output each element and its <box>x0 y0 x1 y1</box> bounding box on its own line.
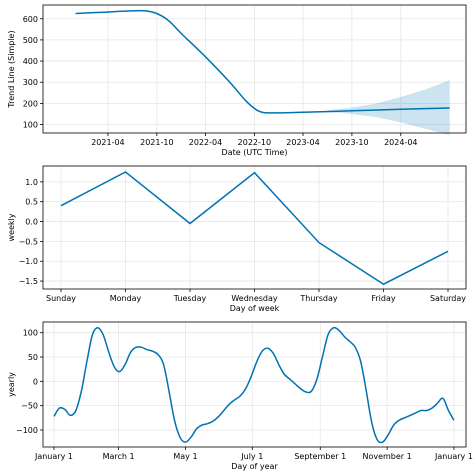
y-tick-label: 0.5 <box>25 198 38 207</box>
y-tick-label: 50 <box>28 353 38 362</box>
x-tick-label: 2022-10 <box>238 138 271 147</box>
yearly-series-line <box>53 326 455 444</box>
panel-yearly: January 1 March 1 May 1 July 1 September 1 No… <box>7 321 473 471</box>
y-axis-title: weekly <box>7 213 16 241</box>
x-tick-label: 2021-10 <box>140 138 173 147</box>
y-tick-label: 0.0 <box>25 218 38 227</box>
x-tick-label: 2023-04 <box>286 138 319 147</box>
y-tick-label: 1.0 <box>25 178 38 187</box>
x-tick-label: Wednesday <box>231 294 278 303</box>
x-axis-title: Date (UTC Time) <box>222 148 288 157</box>
y-tick-label: −0.5 <box>19 237 38 246</box>
weekly-series-line <box>60 171 449 286</box>
y-tick-label: 600 <box>23 15 38 24</box>
x-tick-label: 2023-10 <box>335 138 368 147</box>
x-tick-label: 2022-04 <box>189 138 222 147</box>
x-tick-label: Monday <box>110 294 142 303</box>
trend-series-line <box>75 9 450 114</box>
x-tick-label: Saturday <box>430 294 466 303</box>
x-tick-label: November 1 <box>362 452 411 461</box>
x-tick-label: January 1 <box>34 452 73 461</box>
x-axis-title: Day of week <box>230 304 280 313</box>
panel-trend: 2021-04 2021-10 2022-04 2022-10 2023-04 2023-… <box>7 4 467 157</box>
x-tick-label: September 1 <box>294 452 346 461</box>
x-tick-label: 2021-04 <box>91 138 124 147</box>
x-tick-label: May 1 <box>173 452 197 461</box>
x-tick-label: Thursday <box>299 294 337 303</box>
panel-weekly: Sunday Monday Tuesday Wednesday Thursday Frid… <box>7 165 467 313</box>
x-tick-label: March 1 <box>103 452 135 461</box>
x-axis-title: Day of year <box>231 462 278 471</box>
x-tick-label: Tuesday <box>173 294 207 303</box>
y-tick-label: −100 <box>16 426 38 435</box>
y-axis-title: Trend Line (Simple) <box>7 30 16 108</box>
y-tick-label: 100 <box>23 121 38 130</box>
x-tick-label: Friday <box>371 294 396 303</box>
y-tick-label: 200 <box>23 99 38 108</box>
y-axis-title: yearly <box>7 372 16 397</box>
y-tick-label: −1.5 <box>19 277 38 286</box>
x-tick-label: January 1 <box>434 452 473 461</box>
x-tick-label: July 1 <box>240 452 263 461</box>
y-tick-label: −1.0 <box>19 257 38 266</box>
x-tick-label: 2024-04 <box>384 138 417 147</box>
y-tick-label: 400 <box>23 57 38 66</box>
y-tick-label: −50 <box>21 402 38 411</box>
y-tick-label: 500 <box>23 36 38 45</box>
y-tick-label: 100 <box>23 329 38 338</box>
plot-frame <box>42 321 467 448</box>
uncertainty-band <box>327 80 450 136</box>
y-tick-label: 300 <box>23 78 38 87</box>
x-tick-label: Sunday <box>46 294 76 303</box>
y-tick-label: 0 <box>33 377 38 386</box>
